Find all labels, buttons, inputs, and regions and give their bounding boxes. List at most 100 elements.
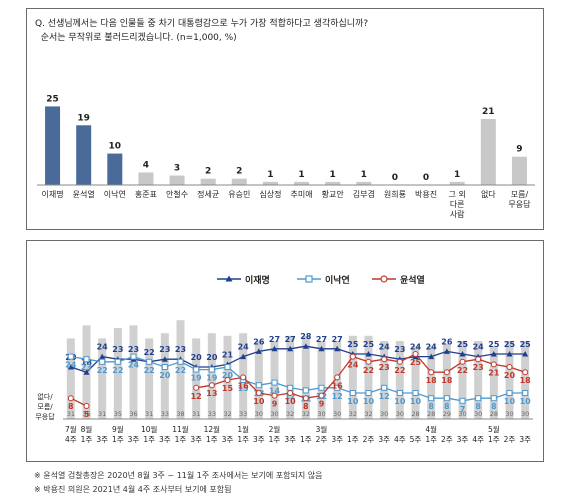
question-line-1: Q. 선생님께서는 다음 인물들 중 차기 대통령감으로 누가 가장 적합하다고… bbox=[35, 19, 369, 29]
series-value-1: 24 bbox=[379, 343, 391, 352]
series-value-2: 23 bbox=[81, 363, 92, 372]
trend-bar-25 bbox=[442, 343, 451, 419]
bar-value-8: 1 bbox=[267, 170, 273, 180]
series-value-1: 25 bbox=[363, 340, 375, 349]
trend-bar-16 bbox=[301, 335, 310, 419]
bar-value-7: 2 bbox=[236, 167, 242, 177]
survey-question: Q. 선생님께서는 다음 인물들 중 차기 대통령감으로 누가 가장 적합하다고… bbox=[35, 17, 368, 45]
series-point-1 bbox=[334, 345, 341, 352]
bar-value-1: 25 bbox=[46, 94, 59, 104]
week-tick-label: 1주 bbox=[112, 435, 124, 444]
series-value-1: 27 bbox=[332, 335, 343, 344]
trend-bar-value-2: 36 bbox=[82, 410, 90, 418]
month-tick-label: 12월 bbox=[204, 424, 221, 434]
series-value-3: 5 bbox=[84, 410, 90, 419]
series-value-3: 24 bbox=[347, 361, 359, 370]
bar-value-14: 1 bbox=[454, 170, 460, 180]
series-value-2: 10 bbox=[410, 397, 422, 406]
trend-bar-value-15: 32 bbox=[286, 410, 294, 418]
trend-bar-value-18: 30 bbox=[333, 410, 341, 418]
series-point-3 bbox=[396, 358, 403, 365]
series-value-1: 20 bbox=[191, 353, 203, 362]
series-point-1 bbox=[490, 351, 497, 357]
series-value-1: 23 bbox=[159, 345, 170, 354]
preference-bar-chart: 25이재명19윤석열10이낙연4홍준표3안철수2정세균2유승민1심상정1추미애1… bbox=[37, 94, 535, 219]
month-tick-label: 3월 bbox=[316, 424, 328, 434]
week-tick-label: 1주 bbox=[206, 435, 218, 444]
category-label-14: 그 외 bbox=[449, 189, 466, 199]
category-label-9: 추미애 bbox=[291, 190, 313, 199]
series-value-2: 10 bbox=[363, 397, 375, 406]
series-point-2 bbox=[428, 395, 435, 402]
month-tick-label: 4월 bbox=[425, 424, 437, 434]
series-point-3 bbox=[459, 358, 466, 365]
series-point-3 bbox=[428, 369, 435, 376]
trend-bar-value-13: 30 bbox=[255, 410, 263, 418]
series-point-2 bbox=[412, 390, 419, 396]
series-point-2 bbox=[146, 358, 153, 365]
series-value-3: 22 bbox=[394, 366, 405, 375]
bar-15 bbox=[480, 119, 496, 185]
week-tick-label: 2주 bbox=[316, 435, 328, 444]
series-point-3 bbox=[506, 364, 513, 370]
footnote-park: ※ 박용진 의원은 2021년 4월 4주 조사부터 보기에 포함됨 bbox=[34, 485, 232, 494]
series-point-3 bbox=[443, 369, 450, 376]
question-line-2: 순서는 무작위로 불러드리겠습니다. (n=1,000, %) bbox=[40, 33, 237, 43]
legend-marker-1 bbox=[225, 275, 233, 282]
series-value-1: 22 bbox=[144, 348, 155, 357]
series-value-1: 24 bbox=[473, 343, 485, 352]
series-value-3: 10 bbox=[253, 397, 265, 406]
series-value-1: 25 bbox=[488, 340, 500, 349]
trend-bar-value-21: 30 bbox=[380, 410, 388, 418]
series-point-3 bbox=[522, 369, 529, 376]
week-tick-label: 3주 bbox=[96, 435, 108, 444]
trend-bar-19 bbox=[348, 335, 357, 419]
series-point-3 bbox=[287, 390, 294, 396]
series-point-3 bbox=[208, 382, 215, 389]
series-value-2: 22 bbox=[175, 366, 186, 375]
series-point-2 bbox=[177, 358, 184, 365]
bar-value-10: 1 bbox=[330, 170, 336, 180]
series-value-1: 20 bbox=[206, 353, 218, 362]
series-point-2 bbox=[475, 395, 482, 402]
trend-bar-20 bbox=[364, 335, 373, 419]
trend-bar-value-16: 32 bbox=[302, 410, 310, 418]
week-tick-label: 1주 bbox=[425, 435, 437, 444]
trend-bar-value-25: 29 bbox=[443, 410, 451, 418]
week-tick-label: 1주 bbox=[488, 435, 500, 444]
trend-bar-3 bbox=[98, 338, 107, 419]
series-point-1 bbox=[99, 353, 106, 360]
series-value-2: 8 bbox=[428, 402, 434, 411]
series-value-1: 26 bbox=[253, 337, 265, 346]
series-point-2 bbox=[381, 384, 388, 391]
trend-bar-22 bbox=[395, 341, 404, 419]
series-value-2: 24 bbox=[65, 361, 77, 370]
legend-marker-3 bbox=[380, 275, 388, 283]
series-point-3 bbox=[381, 356, 388, 363]
trend-bar-4 bbox=[113, 328, 122, 419]
series-value-2: 12 bbox=[285, 392, 296, 401]
category-label-13: 박용진 bbox=[415, 189, 437, 199]
trend-panel: 이재명 이낙연 윤석열 31 36 31 35 36 31 33 38 31 33 32 33 30 30 32 3… bbox=[26, 240, 544, 462]
week-tick-label: 3주 bbox=[190, 435, 202, 444]
month-tick-label: 9월 bbox=[112, 424, 124, 434]
category-label-1: 이재명 bbox=[42, 189, 64, 199]
bar-series-label: 무응답 bbox=[35, 412, 55, 421]
trend-bar-1 bbox=[66, 338, 75, 419]
series-value-3: 9 bbox=[272, 400, 278, 409]
trend-bar-value-1: 31 bbox=[67, 410, 75, 418]
bar-value-4: 4 bbox=[143, 160, 149, 170]
trend-bar-29 bbox=[505, 341, 514, 419]
series-point-1 bbox=[459, 351, 466, 357]
trend-bar-28 bbox=[489, 346, 498, 419]
series-value-2: 22 bbox=[112, 366, 123, 375]
series-value-3: 22 bbox=[457, 366, 468, 375]
bar-value-9: 1 bbox=[298, 170, 304, 180]
bar-value-2: 19 bbox=[77, 113, 90, 123]
series-value-2: 10 bbox=[504, 397, 516, 406]
week-tick-label: 3주 bbox=[222, 435, 234, 444]
series-value-2: 19 bbox=[191, 374, 203, 383]
trend-bar-10 bbox=[207, 333, 216, 419]
series-value-2: 14 bbox=[269, 387, 281, 396]
month-tick-label: 7월 bbox=[65, 424, 77, 434]
